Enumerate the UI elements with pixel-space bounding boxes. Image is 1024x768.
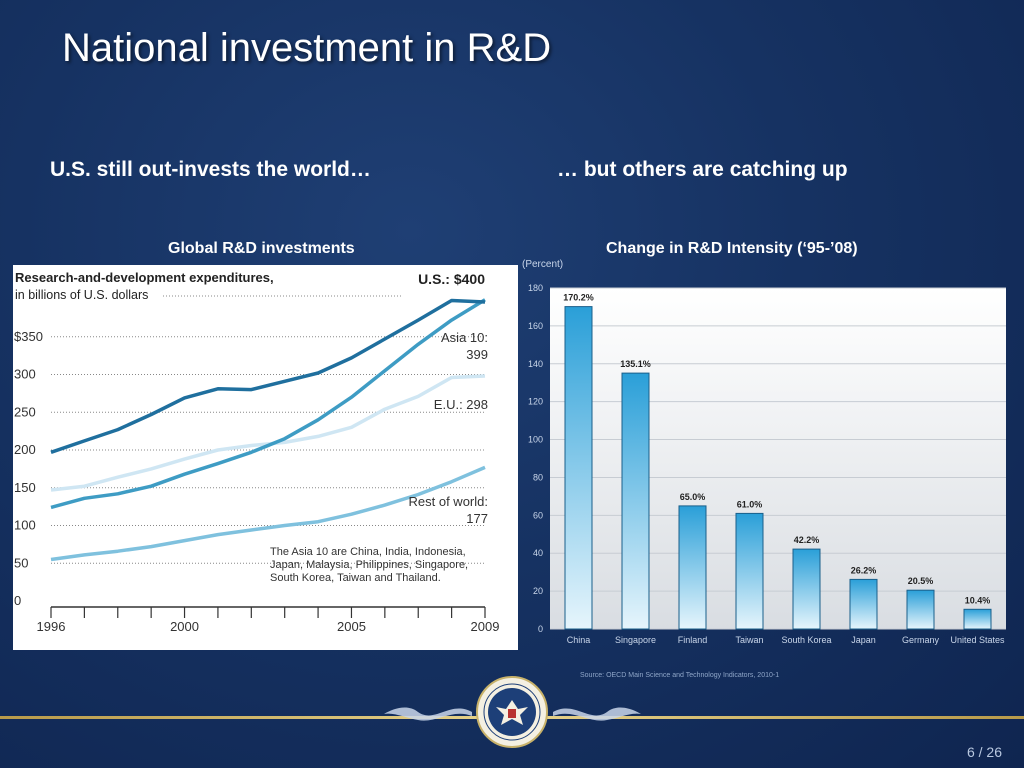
- y-tick-label: 50: [14, 555, 28, 570]
- asia-series-value: 399: [466, 347, 488, 362]
- bar: [678, 505, 707, 630]
- presidential-seal-icon: [476, 676, 548, 748]
- bar-y-tick-label: 100: [528, 435, 543, 445]
- rest-series-value: 177: [466, 511, 488, 526]
- bar-plot-area: [550, 288, 1006, 629]
- note-line-1: The Asia 10 are China, India, Indonesia,: [270, 546, 466, 558]
- bar: [564, 306, 593, 630]
- bar-y-tick-label: 40: [533, 548, 543, 558]
- bar-value-label: 65.0%: [680, 492, 706, 502]
- bar: [906, 589, 935, 630]
- y-tick-label: 0: [14, 593, 21, 608]
- page-number: 6 / 26: [966, 744, 1002, 760]
- subtitle-right: … but others are catching up: [557, 158, 848, 181]
- x-tick-label: 2009: [471, 619, 500, 634]
- us-series-line: [50, 298, 486, 454]
- asia-series-label: Asia 10:: [441, 330, 488, 345]
- bar-value-label: 42.2%: [794, 535, 820, 545]
- rest-series-label: Rest of world:: [409, 494, 488, 509]
- bar: [792, 548, 821, 630]
- bar-value-label: 26.2%: [851, 565, 877, 575]
- bar-chart-ylabel: (Percent): [522, 259, 564, 270]
- x-tick-label: 1996: [37, 619, 66, 634]
- bar: [735, 512, 764, 630]
- bar: [849, 578, 878, 630]
- bar-chart-panel: 0 20 40 60 80 100 120 140 160 180 170.2% China 135.…: [515, 278, 1015, 658]
- bar-value-label: 135.1%: [620, 359, 651, 369]
- bar-y-tick-label: 0: [538, 624, 543, 634]
- x-tick-label: 2005: [337, 619, 366, 634]
- line-chart-panel: Research-and-development expenditures, i…: [13, 265, 518, 650]
- line-chart-title: Global R&D investments: [168, 240, 355, 257]
- right-flourish-icon: [553, 707, 641, 721]
- bar-value-label: 170.2%: [563, 293, 594, 303]
- bar-value-label: 10.4%: [965, 595, 991, 605]
- asia-series-line: [50, 298, 486, 510]
- bar-category-label: China: [567, 635, 591, 645]
- bar-y-tick-label: 120: [528, 397, 543, 407]
- bar-category-label: South Korea: [781, 635, 831, 645]
- bar-value-label: 20.5%: [908, 576, 934, 586]
- bar-y-tick-label: 160: [528, 321, 543, 331]
- eu-series-line: [50, 374, 486, 492]
- bar-category-label: Germany: [902, 635, 940, 645]
- y-tick-label: $350: [14, 329, 43, 344]
- eu-series-label: E.U.: 298: [434, 397, 488, 412]
- bar-category-label: Taiwan: [735, 635, 763, 645]
- bar: [621, 372, 650, 630]
- bar-category-label: Finland: [678, 635, 708, 645]
- y-tick-label: 250: [14, 404, 36, 419]
- note-line-2: Japan, Malaysia, Philippines, Singapore,: [270, 559, 468, 571]
- bar: [963, 608, 992, 630]
- us-series-label: U.S.: $400: [418, 271, 485, 287]
- line-chart-header-bold: Research-and-development expenditures,: [15, 270, 274, 285]
- bar-y-tick-label: 60: [533, 510, 543, 520]
- y-tick-label: 300: [14, 367, 36, 382]
- bar-y-tick-label: 180: [528, 283, 543, 293]
- bar-y-tick-label: 140: [528, 359, 543, 369]
- source-note: Source: OECD Main Science and Technology…: [580, 672, 780, 679]
- bar-chart-title: Change in R&D Intensity (‘95-’08): [606, 240, 858, 257]
- y-tick-label: 150: [14, 480, 36, 495]
- line-chart-header-unit: in billions of U.S. dollars: [15, 288, 148, 302]
- y-tick-label: 200: [14, 442, 36, 457]
- bar-chart: 0 20 40 60 80 100 120 140 160 180 170.2% China 135.…: [528, 283, 1006, 645]
- bar-category-label: Japan: [851, 635, 876, 645]
- y-tick-label: 100: [14, 518, 36, 533]
- bar-value-label: 61.0%: [737, 499, 763, 509]
- bar-y-tick-label: 80: [533, 472, 543, 482]
- line-chart: Research-and-development expenditures, i…: [14, 270, 500, 634]
- subtitle-left: U.S. still out-invests the world…: [50, 158, 371, 181]
- rest-series-line: [50, 465, 486, 562]
- bar-category-label: Singapore: [615, 635, 656, 645]
- note-line-3: South Korea, Taiwan and Thailand.: [270, 572, 441, 584]
- x-tick-label: 2000: [170, 619, 199, 634]
- slide-title: National investment in R&D: [62, 26, 552, 70]
- bar-y-tick-label: 20: [533, 586, 543, 596]
- left-flourish-icon: [384, 707, 472, 721]
- bar-category-label: United States: [950, 635, 1005, 645]
